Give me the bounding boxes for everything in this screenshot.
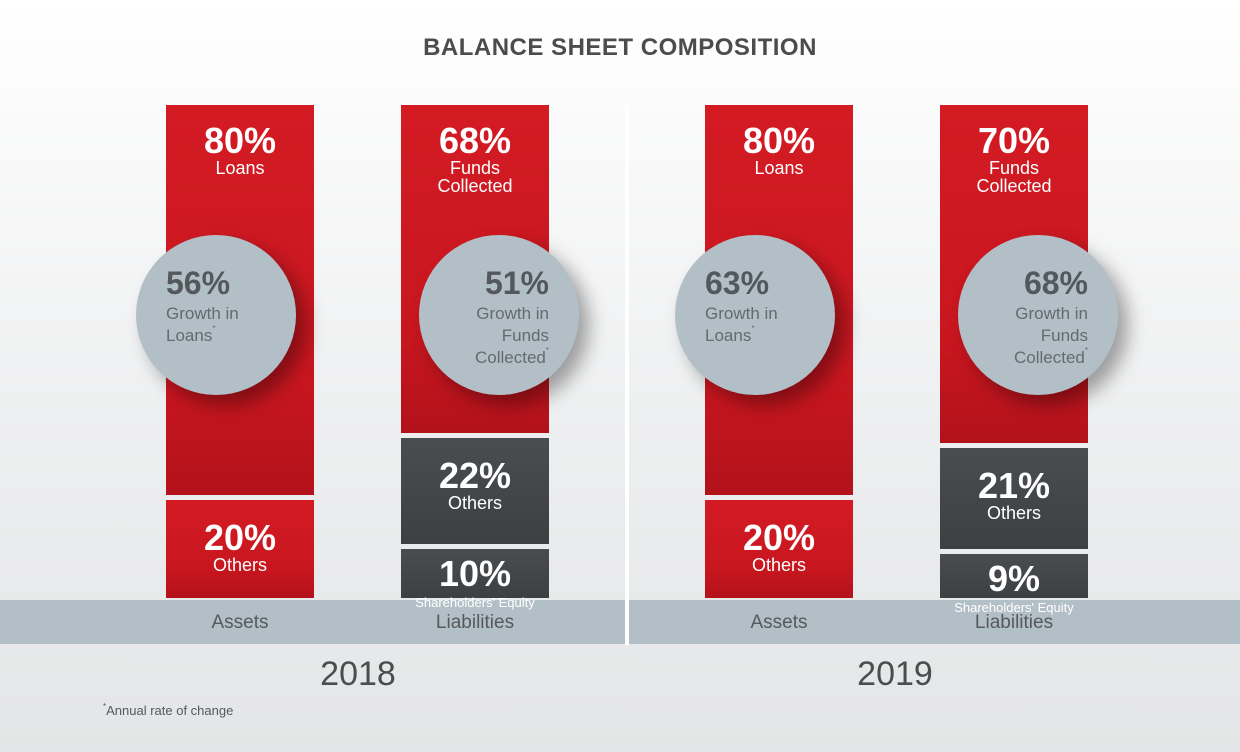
growth-value-label: 63%: [705, 265, 770, 301]
footnote: *Annual rate of change: [103, 702, 234, 719]
footnote-marker: *: [103, 702, 107, 711]
segment-value-label: 21%: [977, 465, 1051, 506]
category-band: [0, 600, 1240, 644]
bar-segment: 20% Others: [705, 500, 853, 598]
growth-circle: 51% Growth in Funds Collected*: [419, 235, 579, 395]
segment-category-label: Shareholders' Equity: [954, 600, 1074, 615]
segment-value-label: 70%: [977, 120, 1051, 161]
growth-caption-label: Collected*: [475, 346, 549, 368]
footnote-marker: *: [212, 324, 216, 333]
growth-caption-label: Funds: [1040, 326, 1088, 345]
year-label: 2019: [857, 655, 933, 693]
stacked-bar-assets: 80% Loans 20% Others: [166, 105, 314, 598]
category-tick-label: Assets: [750, 612, 808, 633]
segment-value-label: 68%: [438, 120, 512, 161]
segment-category-label: Loans: [215, 158, 265, 178]
growth-caption-label: Growth in: [166, 304, 239, 323]
growth-caption-label: Growth in: [476, 304, 549, 323]
segment-value-label: 22%: [438, 455, 512, 496]
segment-category-label: Loans: [754, 158, 804, 178]
segment-category-label: Collected: [976, 176, 1052, 196]
growth-circle: 56% Growth in Loans*: [136, 235, 296, 395]
footnote-marker: *: [545, 346, 549, 355]
segment-value-label: 9%: [987, 558, 1041, 599]
bar-segment: 9% Shareholders' Equity: [940, 554, 1088, 615]
growth-value-label: 56%: [166, 265, 231, 301]
bar-segment: 22% Others: [401, 438, 549, 544]
segment-value-label: 10%: [438, 553, 512, 594]
segment-category-label: Others: [212, 555, 268, 575]
footnote-marker: *: [751, 324, 755, 333]
segment-value-label: 20%: [203, 517, 277, 558]
growth-caption-label: Collected*: [1014, 346, 1088, 368]
growth-value-label: 68%: [1023, 265, 1088, 301]
segment-value-label: 20%: [742, 517, 816, 558]
segment-category-label: Funds: [988, 158, 1040, 178]
category-tick-label: Liabilities: [974, 612, 1054, 633]
segment-category-label: Others: [447, 493, 503, 513]
segment-category-label: Shareholders' Equity: [415, 595, 535, 610]
category-tick-label: Liabilities: [435, 612, 515, 633]
segment-category-label: Others: [986, 503, 1042, 523]
growth-caption-label: Loans*: [705, 324, 755, 346]
chart-title: BALANCE SHEET COMPOSITION: [423, 34, 817, 61]
growth-value-label: 51%: [484, 265, 549, 301]
year-divider: [625, 105, 629, 645]
category-tick-label: Assets: [211, 612, 269, 633]
bar-segment: 20% Others: [166, 500, 314, 598]
growth-caption-label: Growth in: [1015, 304, 1088, 323]
segment-value-label: 80%: [203, 120, 277, 161]
growth-caption-label: Funds: [501, 326, 549, 345]
footnote-marker: *: [1084, 346, 1088, 355]
segment-category-label: Collected: [437, 176, 513, 196]
growth-circle: 68% Growth in Funds Collected*: [958, 235, 1118, 395]
segment-value-label: 80%: [742, 120, 816, 161]
growth-caption-label: Growth in: [705, 304, 778, 323]
bar-segment: 21% Others: [940, 448, 1088, 549]
growth-caption-label: Loans*: [166, 324, 216, 346]
growth-circle: 63% Growth in Loans*: [675, 235, 835, 395]
segment-category-label: Others: [751, 555, 807, 575]
footnote-text: Annual rate of change: [106, 703, 234, 718]
year-label: 2018: [320, 655, 396, 693]
segment-category-label: Funds: [449, 158, 501, 178]
bar-segment: 10% Shareholders' Equity: [401, 549, 549, 610]
